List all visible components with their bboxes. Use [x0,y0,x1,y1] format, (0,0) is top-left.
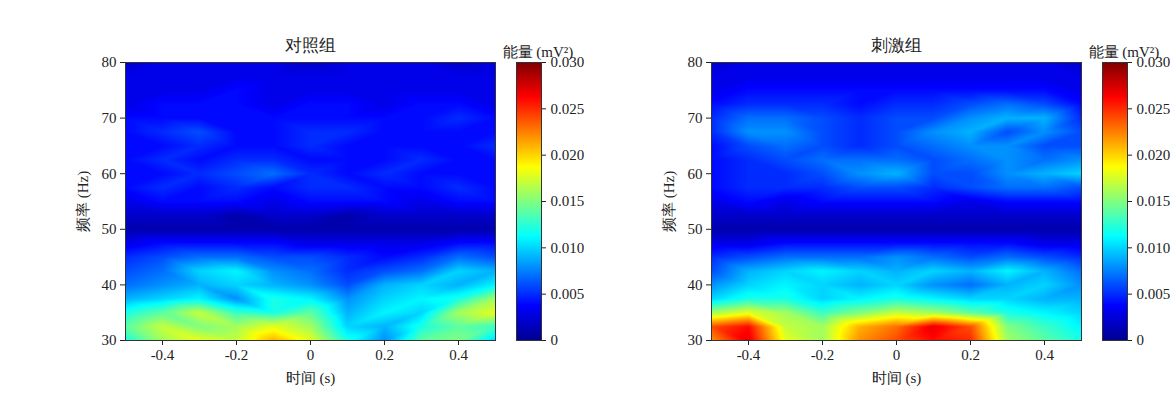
svg-text:-0.4: -0.4 [737,347,761,363]
svg-text:0.020: 0.020 [1137,147,1171,163]
svg-text:60: 60 [102,166,117,182]
svg-text:70: 70 [688,110,703,126]
svg-text:0.025: 0.025 [1137,101,1171,117]
svg-text:-0.2: -0.2 [811,347,835,363]
svg-text:0.030: 0.030 [550,54,585,71]
svg-text:0: 0 [893,347,901,363]
svg-text:-0.4: -0.4 [151,347,175,363]
svg-text:80: 80 [688,54,703,70]
svg-text:-0.2: -0.2 [225,347,249,363]
svg-text:60: 60 [688,166,703,182]
svg-text:时间 (s): 时间 (s) [286,370,336,387]
svg-text:0.4: 0.4 [449,347,468,363]
svg-text:30: 30 [102,332,117,348]
svg-text:0.010: 0.010 [1137,240,1171,256]
svg-text:30: 30 [688,332,703,348]
svg-text:刺激组: 刺激组 [871,36,922,55]
svg-text:0.025: 0.025 [551,101,585,117]
svg-text:0.2: 0.2 [961,347,980,363]
svg-text:40: 40 [102,277,117,293]
svg-text:时间 (s): 时间 (s) [872,370,922,387]
svg-text:80: 80 [102,54,117,70]
svg-text:0.015: 0.015 [551,193,585,209]
svg-text:对照组: 对照组 [285,36,336,55]
svg-text:50: 50 [688,221,703,237]
svg-text:50: 50 [102,221,117,237]
svg-text:0: 0 [307,347,315,363]
svg-text:0.4: 0.4 [1035,347,1054,363]
svg-text:70: 70 [102,110,117,126]
svg-text:0.010: 0.010 [551,240,585,256]
svg-text:0.005: 0.005 [1137,286,1171,302]
svg-text:0: 0 [551,332,559,348]
svg-text:0: 0 [1137,332,1145,348]
svg-text:能量 (mV²): 能量 (mV²) [1089,44,1160,61]
svg-text:0.015: 0.015 [1137,193,1171,209]
svg-text:40: 40 [688,277,703,293]
svg-text:0.2: 0.2 [375,347,394,363]
svg-text:0.030: 0.030 [1136,54,1171,71]
svg-text:能量 (mV²): 能量 (mV²) [503,44,574,61]
svg-text:0.020: 0.020 [551,147,585,163]
svg-text:频率 (Hz): 频率 (Hz) [661,171,678,232]
svg-text:频率 (Hz): 频率 (Hz) [75,171,92,232]
svg-text:0.005: 0.005 [551,286,585,302]
